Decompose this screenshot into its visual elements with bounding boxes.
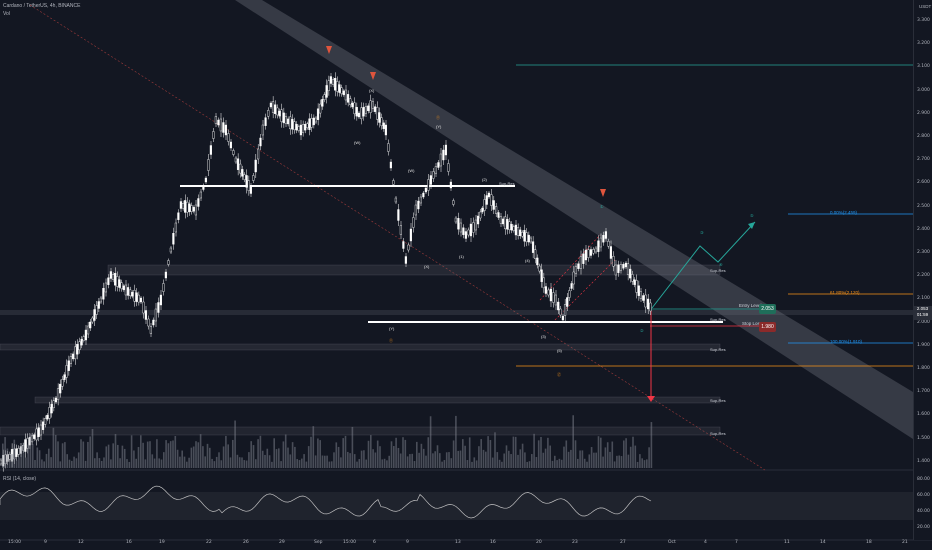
time-tick: 29 [279, 540, 285, 545]
price-tick: 2.000 [917, 319, 930, 325]
wave-label: ① [600, 204, 604, 209]
price-tick: 3.300 [917, 18, 930, 23]
wave-label: Ⓩ [557, 372, 561, 377]
descending-channel [235, 0, 913, 439]
wave-label: (X) [369, 88, 375, 93]
rsi-tick: 60.00 [917, 493, 930, 498]
rsi-tick: 40.00 [917, 509, 930, 514]
wave-label: Ⓨ [436, 115, 440, 120]
price-tick: 1.500 [917, 435, 930, 441]
price-axis[interactable] [913, 0, 932, 540]
time-tick: 16 [126, 540, 132, 545]
price-tick: 1.400 [917, 458, 930, 464]
time-tick: 27 [620, 540, 626, 545]
price-tick: 2.700 [917, 157, 930, 163]
wave-label: (4) [525, 258, 530, 263]
price-tick: 2.600 [917, 180, 930, 186]
time-tick: 19 [159, 540, 165, 545]
time-tick: 21 [902, 540, 908, 545]
wave-label: (X) [424, 264, 430, 269]
sr-label: Sup-Res [710, 347, 726, 352]
time-tick: 18 [866, 540, 872, 545]
time-tick: 22 [206, 540, 212, 545]
wave-label: Ⓨ [389, 338, 393, 343]
time-tick: 7 [735, 540, 738, 545]
price-tick: 2.500 [917, 203, 930, 209]
currency-label: USDT [919, 4, 932, 9]
time-tick: 16 [490, 540, 496, 545]
sr-label: Sup-Res [710, 268, 726, 273]
price-tick: 1.600 [917, 412, 930, 418]
wave-label: (Y) [436, 124, 442, 129]
time-tick: 11 [784, 540, 790, 545]
fib-level-618: 61.80%(2.120) [830, 290, 860, 295]
price-tick: 2.100 [917, 296, 930, 302]
price-tick: 2.800 [917, 134, 930, 139]
rsi-tick: 80.00 [917, 477, 930, 482]
current-price-countdown: 01:59 [916, 312, 929, 317]
time-tick: 26 [243, 540, 249, 545]
price-tick: 2.400 [917, 226, 930, 232]
time-tick: 14 [820, 540, 826, 545]
current-price: 2.053 [916, 306, 929, 311]
time-tick: Oct [668, 540, 676, 545]
wave-label: (1) [459, 254, 464, 259]
stop-loss-value: 1.980 [759, 322, 776, 332]
wave-label: (Y) [389, 326, 395, 331]
sr-label: Sup-Res [499, 181, 515, 186]
time-tick: Sep [314, 540, 323, 545]
entry-level-label: Entry Level [739, 303, 762, 308]
wave-label: ③ [700, 230, 704, 235]
volume-bars [2, 415, 653, 468]
price-tick: 2.300 [917, 250, 930, 255]
price-tick: 2.900 [917, 110, 930, 116]
time-tick: 23 [572, 540, 578, 545]
sr-label: Sup-Res [710, 431, 726, 436]
rsi-indicator-label[interactable]: RSI (14, close) [3, 476, 37, 482]
time-tick: 15:00 [8, 540, 21, 545]
price-tick: 2.200 [917, 273, 930, 279]
sr-label: Sup-Res [710, 317, 726, 322]
rsi-line [0, 485, 913, 520]
wave-label: (W) [354, 140, 361, 145]
fib-level-0: 0.00%(2.459) [830, 210, 858, 215]
sr-label: Sup-Res [710, 398, 726, 403]
fib-level-100: 100.00%(1.910) [830, 339, 863, 344]
price-tick: 1.800 [917, 366, 930, 371]
rsi-tick: 20.00 [917, 525, 930, 530]
wave-label: (W) [408, 168, 415, 173]
time-tick: 15:00 [343, 540, 356, 545]
wave-label: (3) [541, 334, 546, 339]
time-tick: 4 [704, 540, 707, 545]
time-tick: 13 [455, 540, 461, 545]
price-tick: 1.700 [917, 389, 930, 395]
stop-loss-label: Stop Loss [742, 321, 763, 326]
wave-label: (5) [557, 348, 562, 353]
symbol-header[interactable]: Cardano / TetherUS, 4h, BINANCE [3, 3, 81, 9]
current-price-tag: 2.053 01:59 [913, 306, 932, 320]
wave-label: ④ [719, 262, 723, 267]
wave-label: ⑤ [750, 213, 754, 218]
time-tick: 9 [406, 540, 409, 545]
time-tick: 12 [78, 540, 84, 545]
price-tick: 3.100 [917, 64, 930, 70]
time-tick: 6 [373, 540, 376, 545]
price-tick: 3.000 [917, 87, 930, 93]
time-tick: 9 [44, 540, 47, 545]
volume-indicator-label[interactable]: Vol [3, 11, 10, 17]
wave-label: ② [640, 328, 644, 333]
price-tick: 1.900 [917, 342, 930, 348]
time-tick: 20 [536, 540, 542, 545]
price-tick: 3.200 [917, 41, 930, 47]
wave-label: (2) [482, 177, 487, 182]
entry-level-value: 2.053 [759, 304, 776, 314]
